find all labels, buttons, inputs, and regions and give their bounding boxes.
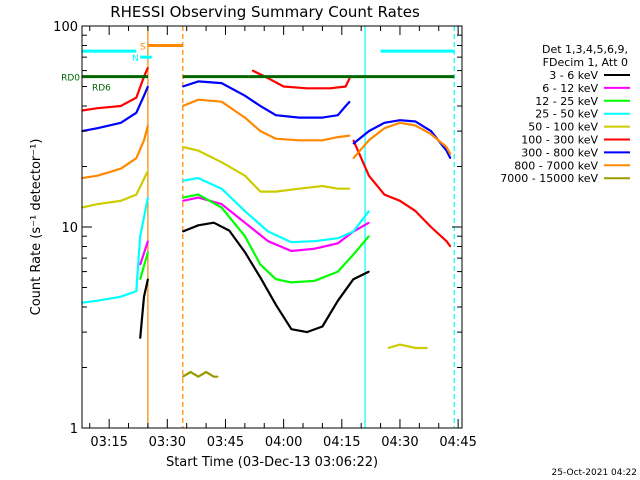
plot-frame [81, 25, 463, 429]
x-tick-label: 04:15 [323, 435, 360, 450]
series-800-7000-kev [81, 98, 452, 180]
series-line [352, 119, 452, 159]
series-line [139, 251, 149, 280]
y-tick-label: 1 [70, 422, 78, 437]
legend-label: 800 - 7000 keV [514, 159, 598, 172]
x-tick-label: 04:00 [265, 435, 302, 450]
x-tick-label: 04:45 [439, 435, 476, 450]
series-line [182, 370, 218, 378]
legend-label: 50 - 100 keV [528, 121, 598, 134]
legend-label: 7000 - 15000 keV [500, 172, 598, 185]
x-tick-label: 03:30 [149, 435, 186, 450]
legend-label: 12 - 25 keV [535, 95, 598, 108]
series-line [352, 121, 452, 159]
x-tick-label: 03:15 [90, 435, 127, 450]
legend: Det 1,3,4,5,6,9,FDecim 1, Att 03 - 6 keV… [500, 43, 630, 185]
series-line [139, 278, 149, 339]
series-line [387, 343, 428, 350]
series-line [252, 69, 351, 90]
legend-header: Det 1,3,4,5,6,9, [542, 43, 628, 56]
series-line [139, 240, 149, 265]
x-tick-label: 03:45 [207, 435, 244, 450]
y-axis-label: Count Rate (s⁻¹ detector⁻¹) [29, 139, 44, 316]
footer-stamp: 25-Oct-2021 04:22 [552, 468, 637, 478]
series-line [182, 193, 370, 284]
series-line [81, 86, 149, 133]
series-7000-15000-kev [182, 370, 219, 378]
legend-label: 25 - 50 keV [535, 108, 598, 121]
legend-label: 300 - 800 keV [521, 146, 598, 159]
series-line [182, 80, 351, 119]
legend-label: 6 - 12 keV [542, 82, 598, 95]
y-tick-label: 10 [61, 221, 78, 236]
state-label: N [132, 54, 139, 64]
state-label: RD6 [92, 84, 111, 94]
chart-title: RHESSI Observing Summary Count Rates [110, 3, 420, 21]
series-line [182, 98, 350, 142]
series-25-50-kev [81, 177, 370, 304]
legend-label: 100 - 300 keV [521, 134, 598, 147]
series-line [81, 125, 149, 180]
series-line [81, 170, 149, 209]
series-line [182, 177, 370, 244]
series-300-800-kev [81, 80, 452, 159]
x-axis: 03:15 03:30 03:45 04:00 04:15 04:30 04:45 [89, 26, 477, 450]
x-axis-label: Start Time (03-Dec-13 03:06:22) [166, 455, 378, 470]
series-12-25-kev [139, 193, 370, 284]
series-line [352, 139, 452, 248]
series-line [81, 197, 149, 304]
legend-header: FDecim 1, Att 0 [543, 56, 628, 69]
state-label: RD0 [61, 74, 80, 84]
y-tick-label: 100 [53, 20, 78, 35]
series-3-6-kev [139, 221, 370, 339]
series-layer [81, 66, 452, 378]
series-50-100-kev [81, 145, 428, 350]
series-line [182, 145, 350, 193]
series-line [182, 221, 370, 334]
legend-label: 3 - 6 keV [549, 69, 598, 82]
x-tick-label: 04:30 [381, 435, 418, 450]
y-axis: 1 10 100 [53, 20, 462, 437]
state-label: S [140, 42, 146, 52]
state-bars: RD0 RD6 SN [61, 42, 455, 94]
